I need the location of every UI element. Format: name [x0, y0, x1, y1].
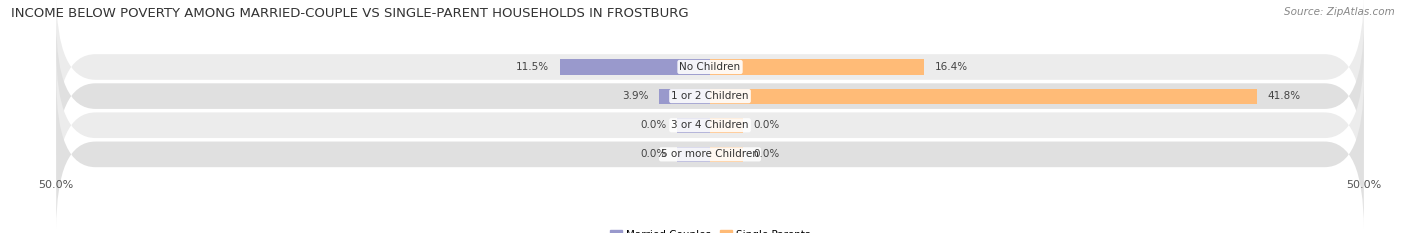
FancyBboxPatch shape — [56, 80, 1364, 229]
Bar — [710, 147, 742, 162]
Legend: Married Couples, Single Parents: Married Couples, Single Parents — [610, 230, 810, 233]
Text: 41.8%: 41.8% — [1267, 91, 1301, 101]
Text: 0.0%: 0.0% — [641, 120, 666, 130]
Text: 0.0%: 0.0% — [641, 149, 666, 159]
Text: 0.0%: 0.0% — [754, 120, 779, 130]
Text: 3 or 4 Children: 3 or 4 Children — [671, 120, 749, 130]
Text: INCOME BELOW POVERTY AMONG MARRIED-COUPLE VS SINGLE-PARENT HOUSEHOLDS IN FROSTBU: INCOME BELOW POVERTY AMONG MARRIED-COUPL… — [11, 7, 689, 20]
Text: 3.9%: 3.9% — [621, 91, 648, 101]
Bar — [678, 147, 710, 162]
Bar — [710, 89, 1257, 104]
Text: 16.4%: 16.4% — [935, 62, 969, 72]
Bar — [560, 59, 710, 75]
Text: 1 or 2 Children: 1 or 2 Children — [671, 91, 749, 101]
Bar — [710, 118, 742, 133]
Text: 11.5%: 11.5% — [516, 62, 550, 72]
Bar — [710, 59, 925, 75]
FancyBboxPatch shape — [56, 51, 1364, 200]
Text: Source: ZipAtlas.com: Source: ZipAtlas.com — [1284, 7, 1395, 17]
Text: No Children: No Children — [679, 62, 741, 72]
Bar — [678, 118, 710, 133]
Text: 5 or more Children: 5 or more Children — [661, 149, 759, 159]
Bar — [659, 89, 710, 104]
Text: 0.0%: 0.0% — [754, 149, 779, 159]
FancyBboxPatch shape — [56, 22, 1364, 171]
FancyBboxPatch shape — [56, 0, 1364, 141]
